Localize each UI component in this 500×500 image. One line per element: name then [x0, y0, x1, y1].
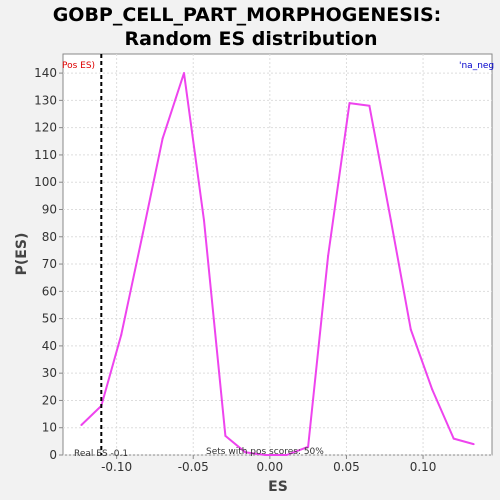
y-tick-label: 50: [42, 312, 57, 326]
data-point: [307, 445, 310, 448]
plot-area: [62, 53, 493, 456]
es-distribution-line: [80, 72, 474, 456]
y-tick-label: 100: [34, 175, 57, 189]
chart-title-line-1: GOBP_CELL_PART_MORPHOGENESIS:: [53, 4, 442, 26]
x-tick-label: -0.05: [178, 460, 209, 474]
y-tick-label: 80: [42, 230, 57, 244]
data-point: [80, 423, 83, 426]
data-point: [285, 454, 288, 456]
y-tick-label: 120: [34, 121, 57, 135]
top-left-annotation: Pos ES): [62, 61, 95, 71]
data-point: [264, 454, 267, 456]
data-point: [161, 137, 164, 140]
data-point: [431, 388, 434, 391]
y-tick-label: 40: [42, 339, 57, 353]
chart-title-line-2: Random ES distribution: [124, 28, 377, 50]
data-point: [202, 219, 205, 222]
data-point: [183, 72, 186, 75]
data-point: [389, 219, 392, 222]
y-tick-label: 0: [49, 448, 57, 462]
data-point: [452, 437, 455, 440]
y-tick-label: 20: [42, 393, 57, 407]
data-point: [224, 434, 227, 437]
data-point: [244, 451, 247, 454]
x-tick-label: 0.05: [333, 460, 360, 474]
y-tick-label: 130: [34, 93, 57, 107]
y-tick-label: 60: [42, 284, 57, 298]
data-point: [348, 102, 351, 105]
x-axis-label: ES: [268, 479, 288, 495]
data-point: [409, 328, 412, 331]
y-tick-label: 70: [42, 257, 57, 271]
x-tick-label: 0.00: [256, 460, 283, 474]
data-point: [368, 104, 371, 107]
data-point: [472, 443, 475, 446]
x-tick-label: -0.10: [101, 460, 132, 474]
pos-scores-label: Sets with pos scores: 50%: [206, 447, 324, 457]
data-point: [141, 233, 144, 236]
x-tick-label: 0.10: [410, 460, 437, 474]
real-es-label: Real ES -0.1: [74, 449, 128, 459]
top-right-annotation: 'na_neg: [459, 61, 494, 71]
y-tick-label: 90: [42, 202, 57, 216]
y-tick-label: 30: [42, 366, 57, 380]
data-point: [120, 333, 123, 336]
data-point: [327, 254, 330, 257]
grid-lines: [63, 54, 492, 456]
y-axis-label: P(ES): [14, 233, 30, 276]
y-tick-label: 140: [34, 66, 57, 80]
y-tick-label: 110: [34, 148, 57, 162]
series-layer: [80, 72, 475, 456]
axes: 0 10 20 30 40 50 60 70 80 90 100 110 120 130 140 -0.10 -…: [34, 66, 436, 474]
y-tick-label: 10: [42, 421, 57, 435]
